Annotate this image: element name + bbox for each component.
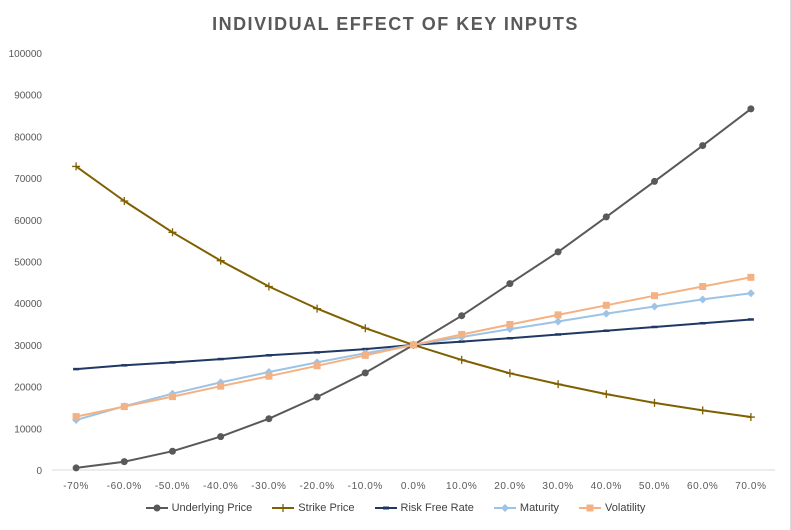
data-point-strike-price xyxy=(698,406,707,415)
legend-swatch-maturity xyxy=(493,504,516,512)
y-tick-label: 70000 xyxy=(14,174,42,185)
data-point-volatility xyxy=(554,311,562,319)
legend-label: Strike Price xyxy=(298,502,355,514)
data-point-volatility xyxy=(361,351,369,359)
y-tick-label: 60000 xyxy=(14,216,42,227)
y-tick-label: 40000 xyxy=(14,299,42,310)
data-point-strike-price xyxy=(554,380,563,389)
legend-label: Risk Free Rate xyxy=(400,502,474,514)
x-tick-label: 20.0% xyxy=(494,481,525,492)
data-point-volatility xyxy=(120,403,128,411)
data-point-volatility xyxy=(72,413,80,421)
legend: Underlying Price Strike Price Risk Free Ra… xyxy=(0,502,791,514)
x-tick-label: -50.0% xyxy=(155,481,190,492)
x-tick-label: -20.0% xyxy=(299,481,334,492)
x-tick-label: 40.0% xyxy=(591,481,622,492)
legend-label: Underlying Price xyxy=(171,502,253,514)
data-point-underlying-price xyxy=(361,369,369,377)
data-point-underlying-price xyxy=(313,393,321,401)
legend-swatch-strike-price xyxy=(272,504,295,512)
x-tick-label: 10.0% xyxy=(446,481,477,492)
data-point-underlying-price xyxy=(458,312,466,320)
y-tick-label: 50000 xyxy=(14,258,42,269)
y-tick-label: 100000 xyxy=(9,49,43,60)
x-tick-label: -60.0% xyxy=(107,481,142,492)
legend-item-volatility: Volatility xyxy=(579,502,645,514)
data-point-strike-price xyxy=(650,398,659,407)
legend-item-strike-price: Strike Price xyxy=(272,502,355,514)
legend-item-underlying-price: Underlying Price xyxy=(145,502,253,514)
data-point-underlying-price xyxy=(651,177,658,185)
chart-title: INDIVIDUAL EFFECT OF KEY INPUTS xyxy=(212,14,579,34)
data-point-volatility xyxy=(651,292,658,300)
legend-label: Volatility xyxy=(605,502,646,514)
data-point-maturity xyxy=(698,295,707,304)
data-point-volatility xyxy=(169,393,176,401)
data-point-maturity xyxy=(746,289,755,298)
legend-swatch-underlying-price xyxy=(145,504,168,512)
data-point-maturity xyxy=(602,309,611,318)
data-point-strike-price xyxy=(505,369,514,378)
data-point-underlying-price xyxy=(120,458,128,466)
legend-swatch-volatility xyxy=(579,504,602,512)
data-point-strike-price xyxy=(746,413,755,422)
x-tick-label: 50.0% xyxy=(639,481,670,492)
x-tick-label: -40.0% xyxy=(203,481,238,492)
y-tick-label: 30000 xyxy=(14,341,42,352)
data-point-underlying-price xyxy=(506,280,514,288)
x-tick-label: 0.0% xyxy=(401,481,426,492)
legend-swatch-risk-free-rate xyxy=(374,506,397,510)
x-tick-label: -70% xyxy=(63,481,89,492)
y-tick-label: 20000 xyxy=(14,383,42,394)
data-point-volatility xyxy=(458,330,466,338)
data-point-strike-price xyxy=(168,228,177,237)
data-point-strike-price xyxy=(120,197,129,206)
data-point-volatility xyxy=(410,341,417,349)
legend-label: Maturity xyxy=(519,502,560,514)
data-point-volatility xyxy=(506,320,514,328)
data-point-strike-price xyxy=(361,324,370,333)
data-point-maturity xyxy=(554,317,563,326)
data-point-maturity xyxy=(650,302,659,311)
data-point-strike-price xyxy=(264,282,273,291)
data-point-volatility xyxy=(602,301,610,309)
series-line-maturity xyxy=(75,292,752,421)
series-line-strike-price xyxy=(75,165,752,418)
data-point-underlying-price xyxy=(169,447,176,455)
y-tick-label: 0 xyxy=(36,466,42,477)
data-point-strike-price xyxy=(602,390,611,399)
y-tick-label: 90000 xyxy=(14,91,42,102)
x-tick-label: 70.0% xyxy=(735,481,766,492)
data-point-volatility xyxy=(217,382,225,390)
y-tick-label: 80000 xyxy=(14,132,42,143)
data-point-strike-price xyxy=(216,256,225,265)
x-tick-label: 60.0% xyxy=(687,481,718,492)
data-point-underlying-price xyxy=(72,464,80,472)
data-point-strike-price xyxy=(72,162,81,171)
data-point-underlying-price xyxy=(747,105,755,113)
legend-item-risk-free-rate: Risk Free Rate xyxy=(374,502,474,514)
series-line-underlying-price xyxy=(75,108,752,469)
x-tick-label: -30.0% xyxy=(251,481,286,492)
data-point-underlying-price xyxy=(217,433,225,441)
data-point-volatility xyxy=(313,362,321,370)
data-point-volatility xyxy=(265,372,273,380)
data-point-underlying-price xyxy=(602,213,610,221)
data-point-volatility xyxy=(747,273,755,281)
data-point-strike-price xyxy=(313,304,322,313)
data-point-underlying-price xyxy=(554,248,562,256)
data-point-underlying-price xyxy=(265,415,273,423)
x-tick-label: -10.0% xyxy=(348,481,383,492)
y-tick-label: 10000 xyxy=(14,424,42,435)
data-point-volatility xyxy=(699,283,707,291)
x-tick-label: 30.0% xyxy=(542,481,573,492)
legend-item-maturity: Maturity xyxy=(493,502,560,514)
data-point-underlying-price xyxy=(699,142,707,150)
data-point-strike-price xyxy=(457,355,466,364)
